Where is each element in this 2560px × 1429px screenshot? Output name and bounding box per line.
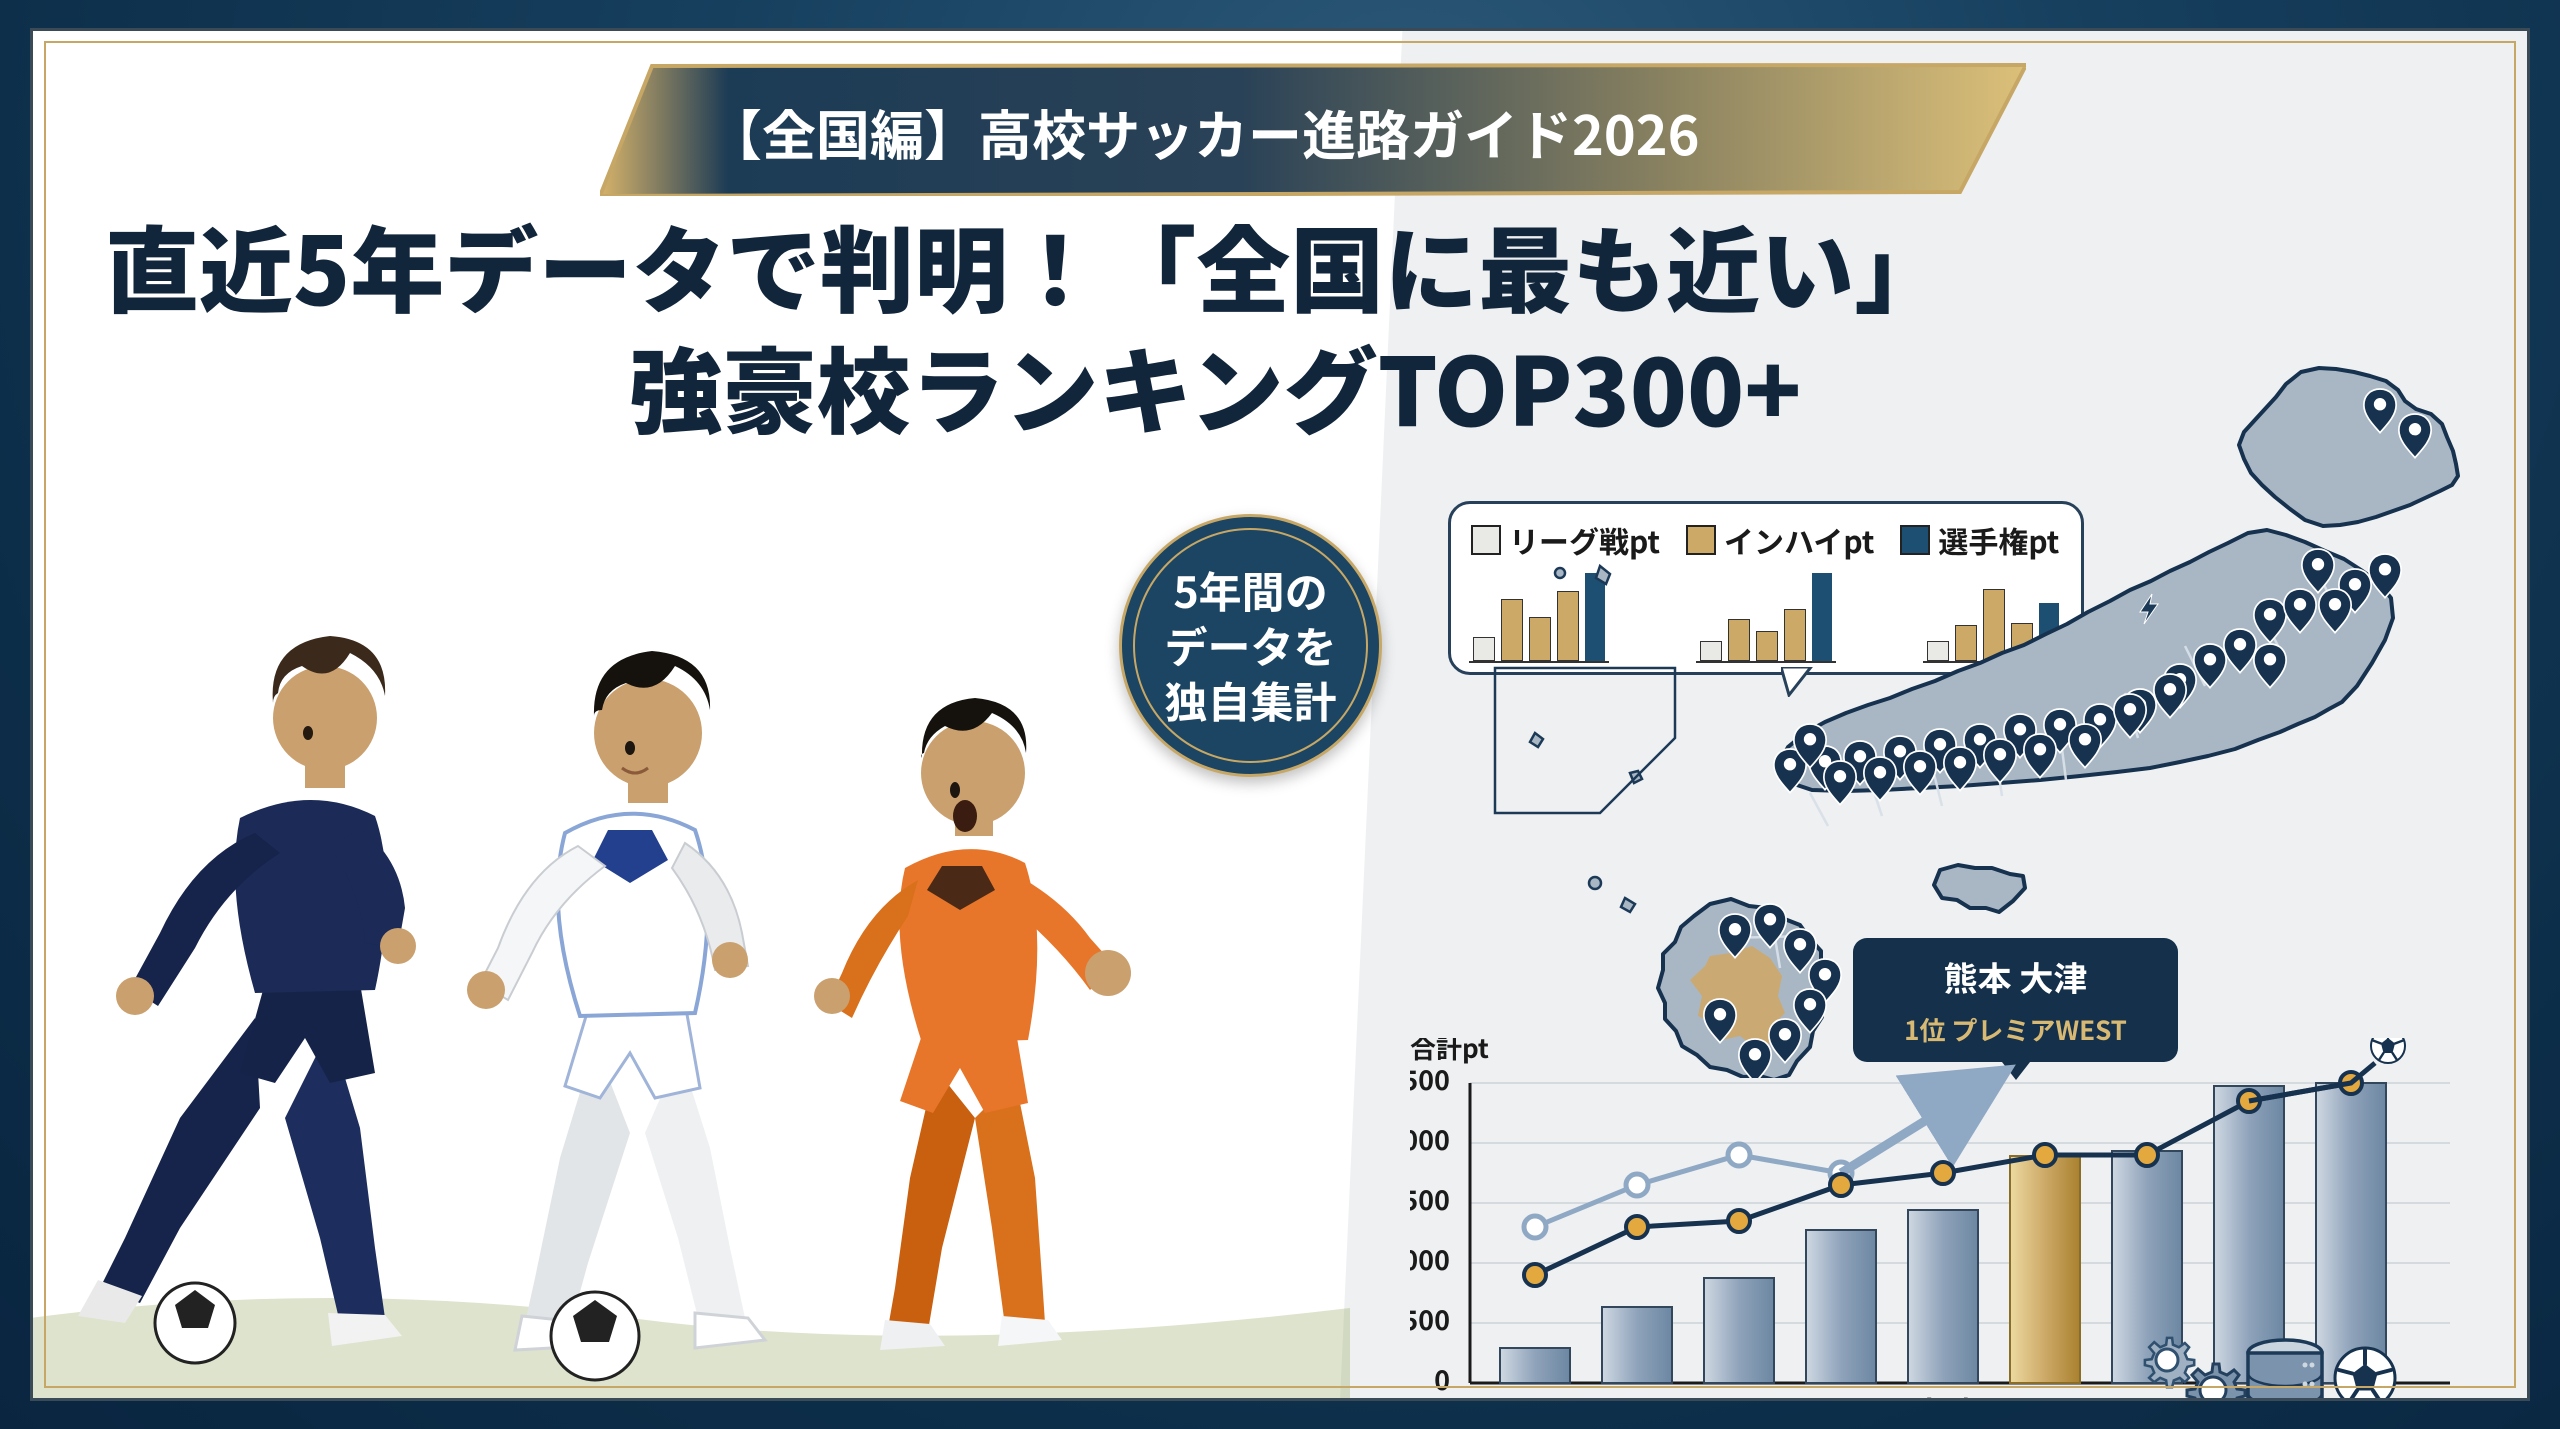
svg-text:2000: 2000 bbox=[1410, 1119, 1450, 1158]
svg-text:合計pt: 合計pt bbox=[1915, 1388, 2006, 1401]
svg-text:2500: 2500 bbox=[1410, 1059, 1450, 1098]
svg-text:500: 500 bbox=[1410, 1299, 1450, 1338]
svg-text:1500: 1500 bbox=[1410, 1179, 1450, 1218]
svg-text:1000: 1000 bbox=[1410, 1239, 1450, 1278]
svg-text:0: 0 bbox=[1434, 1359, 1450, 1398]
